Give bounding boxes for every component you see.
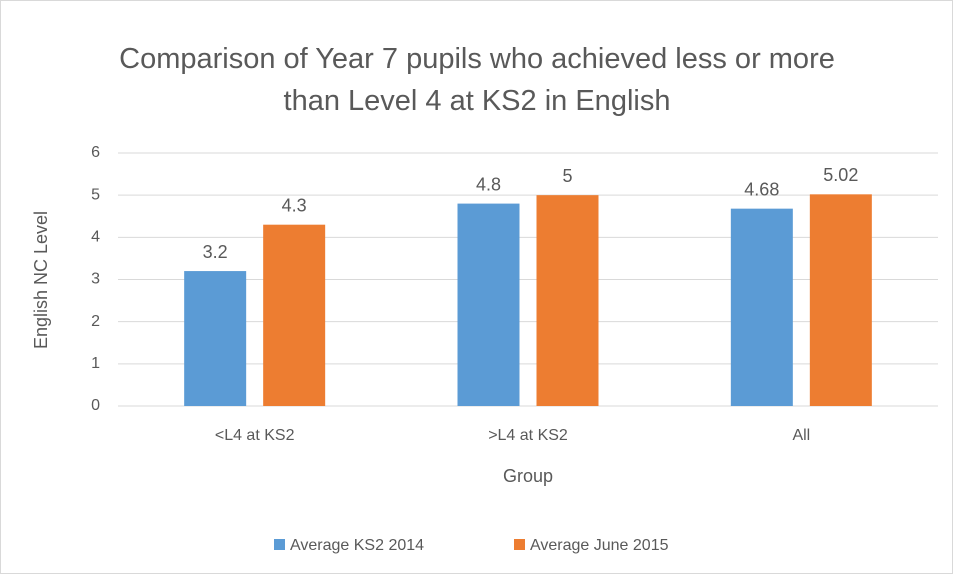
- x-axis-label: Group: [503, 466, 553, 486]
- y-tick-label: 2: [91, 313, 100, 330]
- data-label: 5: [562, 166, 572, 186]
- bar: [263, 224, 326, 406]
- bar: [730, 208, 793, 406]
- y-tick-label: 5: [91, 186, 100, 203]
- chart-title: Comparison of Year 7 pupils who achieved…: [119, 43, 835, 117]
- data-label: 3.2: [203, 242, 228, 262]
- legend-label: Average June 2015: [530, 537, 669, 554]
- x-tick-label: <L4 at KS2: [215, 427, 295, 444]
- data-label: 4.3: [282, 195, 307, 215]
- y-tick-label: 4: [91, 229, 100, 246]
- y-tick-label: 6: [91, 144, 100, 161]
- bar: [809, 194, 872, 406]
- legend-label: Average KS2 2014: [290, 537, 424, 554]
- y-tick-label: 0: [91, 397, 100, 414]
- x-tick-label: >L4 at KS2: [488, 427, 568, 444]
- bar: [457, 203, 520, 406]
- data-label: 4.8: [476, 174, 501, 194]
- data-label: 5.02: [823, 165, 858, 185]
- y-tick-label: 1: [91, 355, 100, 372]
- y-tick-label: 3: [91, 271, 100, 288]
- legend-swatch: [274, 539, 285, 550]
- bar: [536, 195, 599, 406]
- y-axis-label: English NC Level: [31, 211, 51, 349]
- x-tick-label: All: [792, 427, 810, 444]
- data-label: 4.68: [744, 179, 779, 199]
- bar: [184, 271, 247, 406]
- legend-swatch: [514, 539, 525, 550]
